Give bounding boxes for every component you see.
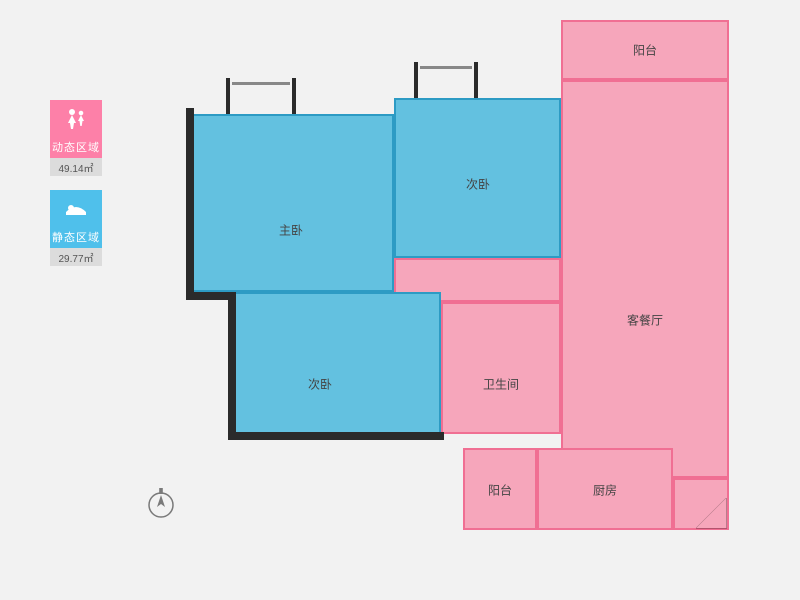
wall-seg-3	[228, 432, 444, 440]
legend-dynamic-value: 49.14㎡	[50, 158, 102, 176]
room-living	[561, 80, 729, 478]
people-icon	[50, 100, 102, 136]
room-master	[188, 114, 394, 292]
room-kitchen	[537, 448, 673, 530]
room-balcony_bot	[463, 448, 537, 530]
legend-static-value: 29.77㎡	[50, 248, 102, 266]
room-bath	[441, 302, 561, 434]
legend-dynamic-label: 动态区域	[50, 136, 102, 158]
floor-plan-canvas: 动态区域 49.14㎡ 静态区域 29.77㎡ 阳台客餐厅卫生间厨房阳台主卧次卧…	[0, 0, 800, 600]
legend-static: 静态区域 29.77㎡	[50, 190, 102, 266]
compass-icon	[144, 486, 178, 520]
room-balcony_top	[561, 20, 729, 80]
wall-seg-1	[186, 292, 234, 300]
room-second_top	[394, 98, 561, 258]
corner-marker	[696, 498, 726, 528]
wall-seg-0	[186, 108, 194, 298]
legend-dynamic: 动态区域 49.14㎡	[50, 100, 102, 176]
room-second_bot	[234, 292, 441, 434]
window-bar-w_master	[232, 82, 290, 85]
legend-static-label: 静态区域	[50, 226, 102, 248]
wall-seg-2	[228, 292, 236, 438]
window-bar-w_second_t	[420, 66, 472, 69]
sleep-icon	[50, 190, 102, 226]
